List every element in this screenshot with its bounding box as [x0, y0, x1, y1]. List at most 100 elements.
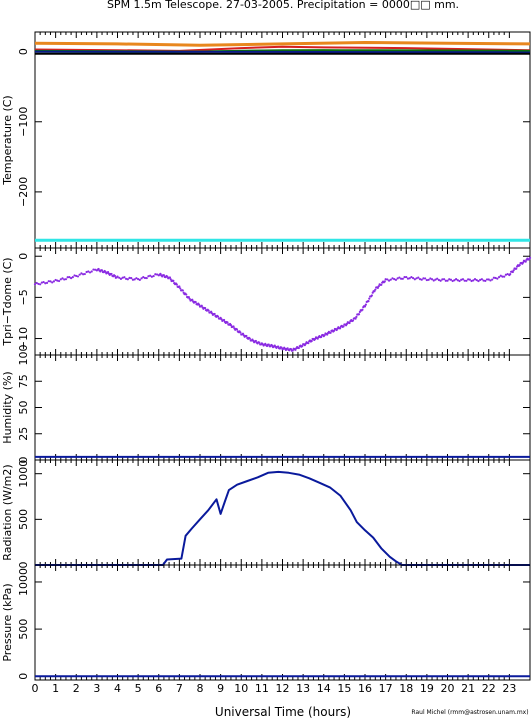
- data-point: [232, 325, 235, 328]
- data-point: [187, 296, 190, 299]
- data-point: [145, 276, 148, 280]
- data-point: [138, 278, 141, 281]
- data-point: [121, 276, 124, 279]
- data-point: [222, 318, 226, 322]
- data-point: [267, 343, 270, 346]
- data-point: [398, 276, 401, 279]
- data-point: [368, 297, 371, 300]
- y-tick-label: 1000: [17, 568, 30, 596]
- x-tick-label: 8: [197, 682, 204, 695]
- data-point: [56, 279, 59, 282]
- data-point: [499, 274, 502, 277]
- data-point: [470, 279, 473, 283]
- data-point: [175, 283, 178, 286]
- data-point: [51, 281, 54, 284]
- data-point: [422, 277, 425, 280]
- data-point: [403, 276, 406, 279]
- data-point: [130, 277, 133, 280]
- data-point: [35, 281, 38, 285]
- data-point: [504, 273, 508, 276]
- data-point: [213, 312, 216, 316]
- data-point: [229, 323, 233, 327]
- data-point: [320, 335, 323, 339]
- data-point: [509, 272, 512, 276]
- data-point: [399, 277, 403, 280]
- data-point: [297, 346, 300, 350]
- data-point: [85, 270, 88, 274]
- y-tick-label: 0: [17, 253, 30, 260]
- data-point: [64, 278, 68, 281]
- y-tick-label: 500: [17, 619, 30, 640]
- chart-title: SPM 1.5m Telescope. 27-03-2005. Precipit…: [107, 0, 459, 11]
- data-point: [154, 273, 157, 276]
- data-point: [239, 331, 242, 334]
- data-point: [78, 273, 81, 276]
- x-tick-label: 5: [135, 682, 142, 695]
- data-point: [348, 321, 351, 325]
- data-point: [425, 278, 428, 282]
- data-point: [479, 278, 482, 281]
- data-point: [54, 278, 57, 282]
- data-point: [124, 277, 128, 280]
- y-tick-label: −5: [17, 289, 30, 305]
- data-point: [367, 300, 370, 303]
- x-tick-label: 6: [155, 682, 162, 695]
- data-point: [528, 256, 532, 259]
- data-point: [451, 279, 454, 283]
- credit-text: Raul Michel (rmm@astrosen.unam.mx): [411, 709, 528, 716]
- data-point: [200, 304, 203, 307]
- data-point: [376, 286, 379, 289]
- y-tick-label: 50: [17, 401, 30, 415]
- x-tick-label: 4: [114, 682, 121, 695]
- data-point: [204, 306, 207, 310]
- x-tick-label: 15: [337, 682, 351, 695]
- data-point: [345, 322, 349, 325]
- data-point: [179, 287, 182, 290]
- data-point: [405, 275, 408, 279]
- data-point: [424, 277, 427, 280]
- y-axis-label: Pressure (kPa): [1, 583, 14, 661]
- data-point: [69, 277, 73, 280]
- data-point: [119, 277, 123, 280]
- data-point: [412, 276, 415, 280]
- data-point: [277, 345, 280, 348]
- data-point: [198, 303, 201, 306]
- data-point: [332, 329, 336, 332]
- x-tick-label: 1: [52, 682, 59, 695]
- data-point: [413, 278, 416, 281]
- data-point: [118, 276, 121, 279]
- data-point: [494, 276, 497, 280]
- data-point: [235, 328, 239, 331]
- data-point: [128, 276, 131, 279]
- data-point: [463, 279, 466, 282]
- data-point: [512, 269, 515, 272]
- y-axis-label: Temperature (C): [1, 95, 14, 185]
- x-tick-label: 0: [32, 682, 39, 695]
- data-point: [258, 341, 261, 344]
- data-point: [245, 334, 248, 338]
- data-point: [169, 278, 172, 281]
- data-point: [467, 278, 470, 281]
- data-point: [401, 277, 404, 280]
- data-point: [168, 276, 172, 279]
- data-point: [473, 278, 477, 281]
- data-point: [482, 279, 485, 282]
- data-point: [75, 274, 78, 278]
- data-point: [377, 285, 380, 288]
- data-point: [461, 278, 465, 281]
- data-point: [363, 305, 367, 308]
- data-point: [497, 276, 501, 279]
- y-tick-label: 500: [17, 509, 30, 530]
- data-point: [361, 308, 364, 311]
- data-point: [66, 276, 69, 279]
- data-point: [472, 279, 475, 282]
- x-tick-label: 19: [420, 682, 434, 695]
- data-point: [131, 278, 135, 281]
- data-point: [439, 279, 442, 282]
- data-point: [155, 273, 159, 276]
- data-point: [487, 278, 490, 281]
- data-point: [310, 339, 313, 343]
